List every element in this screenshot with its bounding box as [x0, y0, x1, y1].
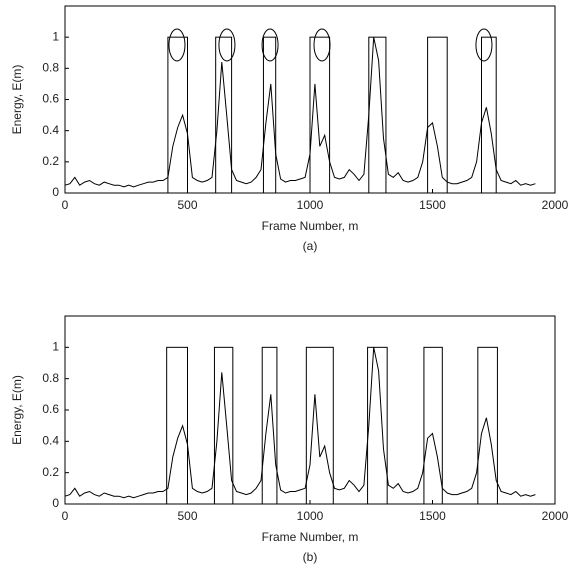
plot-area — [64, 315, 556, 505]
detection-window — [305, 346, 334, 505]
x-tick-label: 1500 — [419, 509, 446, 523]
detection-window — [215, 36, 233, 194]
x-axis-label: Frame Number, m — [262, 530, 359, 544]
caption: (b) — [303, 550, 318, 564]
y-tick-label: 1 — [52, 29, 59, 43]
x-tick-label: 0 — [62, 198, 69, 212]
y-tick-label: 0.2 — [42, 465, 59, 479]
x-tick-label: 2000 — [542, 509, 569, 523]
x-tick-label: 1000 — [297, 198, 324, 212]
highlight-circle — [218, 28, 236, 62]
y-tick-label: 0 — [52, 185, 59, 199]
detection-window — [477, 346, 498, 505]
detection-window — [261, 346, 278, 505]
detection-window — [423, 346, 443, 505]
x-tick-label: 500 — [177, 509, 197, 523]
y-tick-label: 0.8 — [42, 371, 59, 385]
detection-window — [427, 36, 448, 194]
x-tick-label: 0 — [62, 509, 69, 523]
x-axis-label: Frame Number, m — [262, 219, 359, 233]
y-tick-label: 0 — [52, 496, 59, 510]
highlight-circle — [261, 28, 279, 62]
x-tick-label: 1000 — [297, 509, 324, 523]
detection-window — [213, 346, 234, 505]
y-axis-label: Energy, E(m) — [10, 375, 24, 445]
y-tick-label: 0.4 — [42, 434, 59, 448]
energy-line — [64, 347, 536, 499]
detection-window — [367, 346, 388, 505]
detection-window — [481, 36, 497, 194]
x-tick-label: 500 — [177, 198, 197, 212]
y-axis-label: Energy, E(m) — [10, 65, 24, 135]
y-tick-label: 0.8 — [42, 61, 59, 75]
x-tick-label: 2000 — [542, 198, 569, 212]
detection-window — [309, 36, 331, 194]
y-tick-label: 0.4 — [42, 123, 59, 137]
highlight-circle — [168, 28, 186, 62]
detection-window — [167, 36, 188, 194]
highlight-circle — [475, 28, 493, 62]
y-tick-label: 0.2 — [42, 154, 59, 168]
detection-window — [262, 36, 277, 194]
highlight-circle — [313, 28, 331, 62]
y-tick-label: 0.6 — [42, 402, 59, 416]
y-tick-label: 1 — [52, 340, 59, 354]
x-tick-label: 1500 — [419, 198, 446, 212]
caption: (a) — [303, 239, 318, 253]
y-tick-label: 0.6 — [42, 92, 59, 106]
energy-line — [64, 37, 536, 188]
detection-window — [166, 346, 189, 505]
